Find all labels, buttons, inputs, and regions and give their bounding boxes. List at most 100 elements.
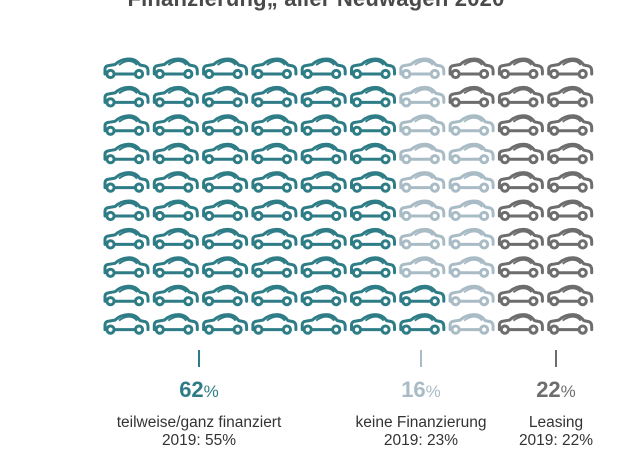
car-icon [103,85,150,108]
car-icon [350,57,396,80]
car-icon [448,114,495,136]
car-icon [350,256,396,278]
car-icon [399,256,446,278]
car-icon [103,199,150,222]
car-icon [202,142,249,165]
car-icon [547,171,594,193]
car-icon [547,57,594,80]
car-icon [448,57,495,80]
car-icon [202,284,249,307]
car-icon [497,313,544,335]
car-icon [547,227,594,250]
car-icon [202,85,249,108]
percent-financed-unit: % [203,382,219,401]
percent-none-unit: % [425,382,441,401]
car-icon [103,114,150,136]
car-icon [547,284,594,307]
car-icon [399,57,446,80]
car-icon [547,142,594,165]
car-icon [448,199,495,222]
car-icon [448,85,495,108]
car-icon [399,171,446,193]
legend-leasing-label: Leasing [528,414,584,431]
car-icon [202,57,249,80]
car-icon [103,142,150,165]
car-icon [497,85,544,108]
car-icon [152,284,199,307]
percent-leasing: 22% [536,377,576,403]
car-icon [399,199,446,222]
car-icon [300,256,347,278]
car-icon [300,199,347,222]
car-icon [547,199,594,222]
car-icon [497,142,544,165]
legend-financed: teilweise/ganz finanziert 2019: 55% [117,414,282,450]
car-icon [399,142,446,165]
car-icon [350,85,396,108]
car-icon [497,284,544,307]
car-icon [152,57,199,80]
car-icon [251,227,298,250]
car-icon [497,199,544,222]
car-icon [103,256,150,278]
car-icon [547,256,594,278]
tick-financed [198,350,200,367]
legend-leasing: Leasing 2019: 22% [519,414,593,450]
car-icon [300,227,347,250]
chart-title: Finanzierung„ aller Neuwagen 2020 [0,0,632,12]
car-icon [547,114,594,136]
car-icon [399,85,446,108]
legend-financed-previous: 2019: 55% [161,432,237,449]
legend-none-label: keine Finanzierung [355,414,487,431]
car-icon [350,171,396,193]
car-icon [103,284,150,307]
car-icon [300,284,347,307]
percent-none-value: 16 [401,377,426,402]
car-icon [350,114,396,136]
car-icon [399,313,446,335]
car-icon [497,57,544,80]
car-icon [152,114,199,136]
car-icon [152,256,199,278]
car-icon [448,142,495,165]
car-icon [300,85,347,108]
car-icon [448,171,495,193]
car-icon [251,313,298,335]
car-icon [103,313,150,335]
percent-leasing-value: 22 [536,377,561,402]
car-icon [251,199,298,222]
percent-financed-value: 62 [179,377,204,402]
car-icon [202,227,249,250]
legend-none-previous: 2019: 23% [383,432,459,449]
car-icon [448,313,495,335]
car-icon [448,284,495,307]
car-icon [497,227,544,250]
car-icon [152,227,199,250]
car-icon [300,313,347,335]
car-icon [300,114,347,136]
car-icon [350,142,396,165]
car-icon [152,199,199,222]
car-icon [152,313,199,335]
percent-none: 16% [401,377,441,403]
car-icon [399,114,446,136]
car-icon [202,313,249,335]
car-icon [251,142,298,165]
car-icon [202,171,249,193]
car-icon [152,142,199,165]
car-icon [152,171,199,193]
percent-leasing-unit: % [560,382,576,401]
car-icon [497,114,544,136]
car-icon [300,171,347,193]
car-icon [202,256,249,278]
car-icon [251,171,298,193]
car-icon [350,199,396,222]
car-icon [497,256,544,278]
car-icon [202,199,249,222]
car-icon [202,114,249,136]
percent-financed: 62% [179,377,219,403]
car-icon [497,171,544,193]
car-icon [300,57,347,80]
car-icon [350,284,396,307]
legend-leasing-previous: 2019: 22% [518,432,594,449]
